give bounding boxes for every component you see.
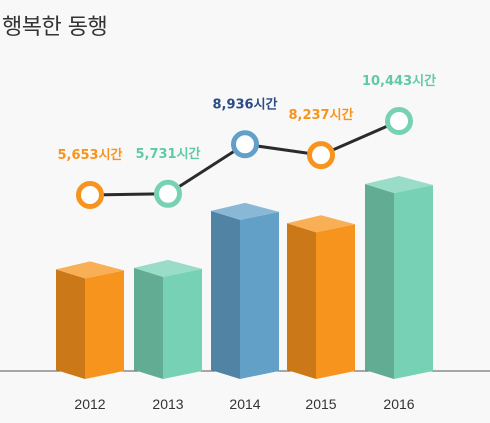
value-label-2015: 8,237시간 [288, 107, 353, 123]
bar-top-2015 [287, 215, 355, 233]
bar-2016 [365, 176, 433, 379]
value-label-2014: 8,936시간 [212, 96, 277, 112]
bar-top-2013 [134, 259, 202, 277]
bar-2015 [287, 215, 355, 379]
bar-2014 [211, 202, 279, 379]
bar-side-2014 [211, 210, 240, 379]
bar-2012 [56, 261, 124, 379]
bar-side-2016 [365, 184, 394, 379]
marker-2014 [231, 130, 259, 159]
value-label-2013: 5,731시간 [135, 146, 200, 162]
bar-2013 [134, 259, 202, 379]
tick-label-2016: 2016 [383, 396, 414, 412]
marker-2015 [307, 141, 335, 170]
marker-2016 [385, 107, 413, 135]
bar-front-2013 [163, 268, 202, 379]
bar-side-2012 [56, 269, 85, 379]
bar-front-2012 [85, 270, 124, 379]
bar-side-2013 [134, 267, 163, 379]
bar-side-2015 [287, 223, 316, 379]
value-label-2012: 5,653시간 [57, 147, 122, 163]
bar-front-2014 [240, 211, 279, 379]
page-title: 행복한 동행 [2, 15, 108, 40]
tick-label-2014: 2014 [229, 396, 260, 412]
marker-2012 [76, 181, 104, 209]
bar-front-2016 [394, 185, 433, 379]
bar-top-2016 [365, 176, 433, 193]
marker-2013 [154, 179, 182, 208]
bar-top-2014 [211, 202, 279, 220]
value-label-2016: 10,443시간 [362, 73, 436, 89]
tick-label-2013: 2013 [152, 396, 183, 412]
bar-top-2012 [56, 261, 124, 279]
tick-label-2012: 2012 [74, 396, 105, 412]
tick-label-2015: 2015 [305, 396, 336, 412]
bar-front-2015 [316, 224, 355, 379]
